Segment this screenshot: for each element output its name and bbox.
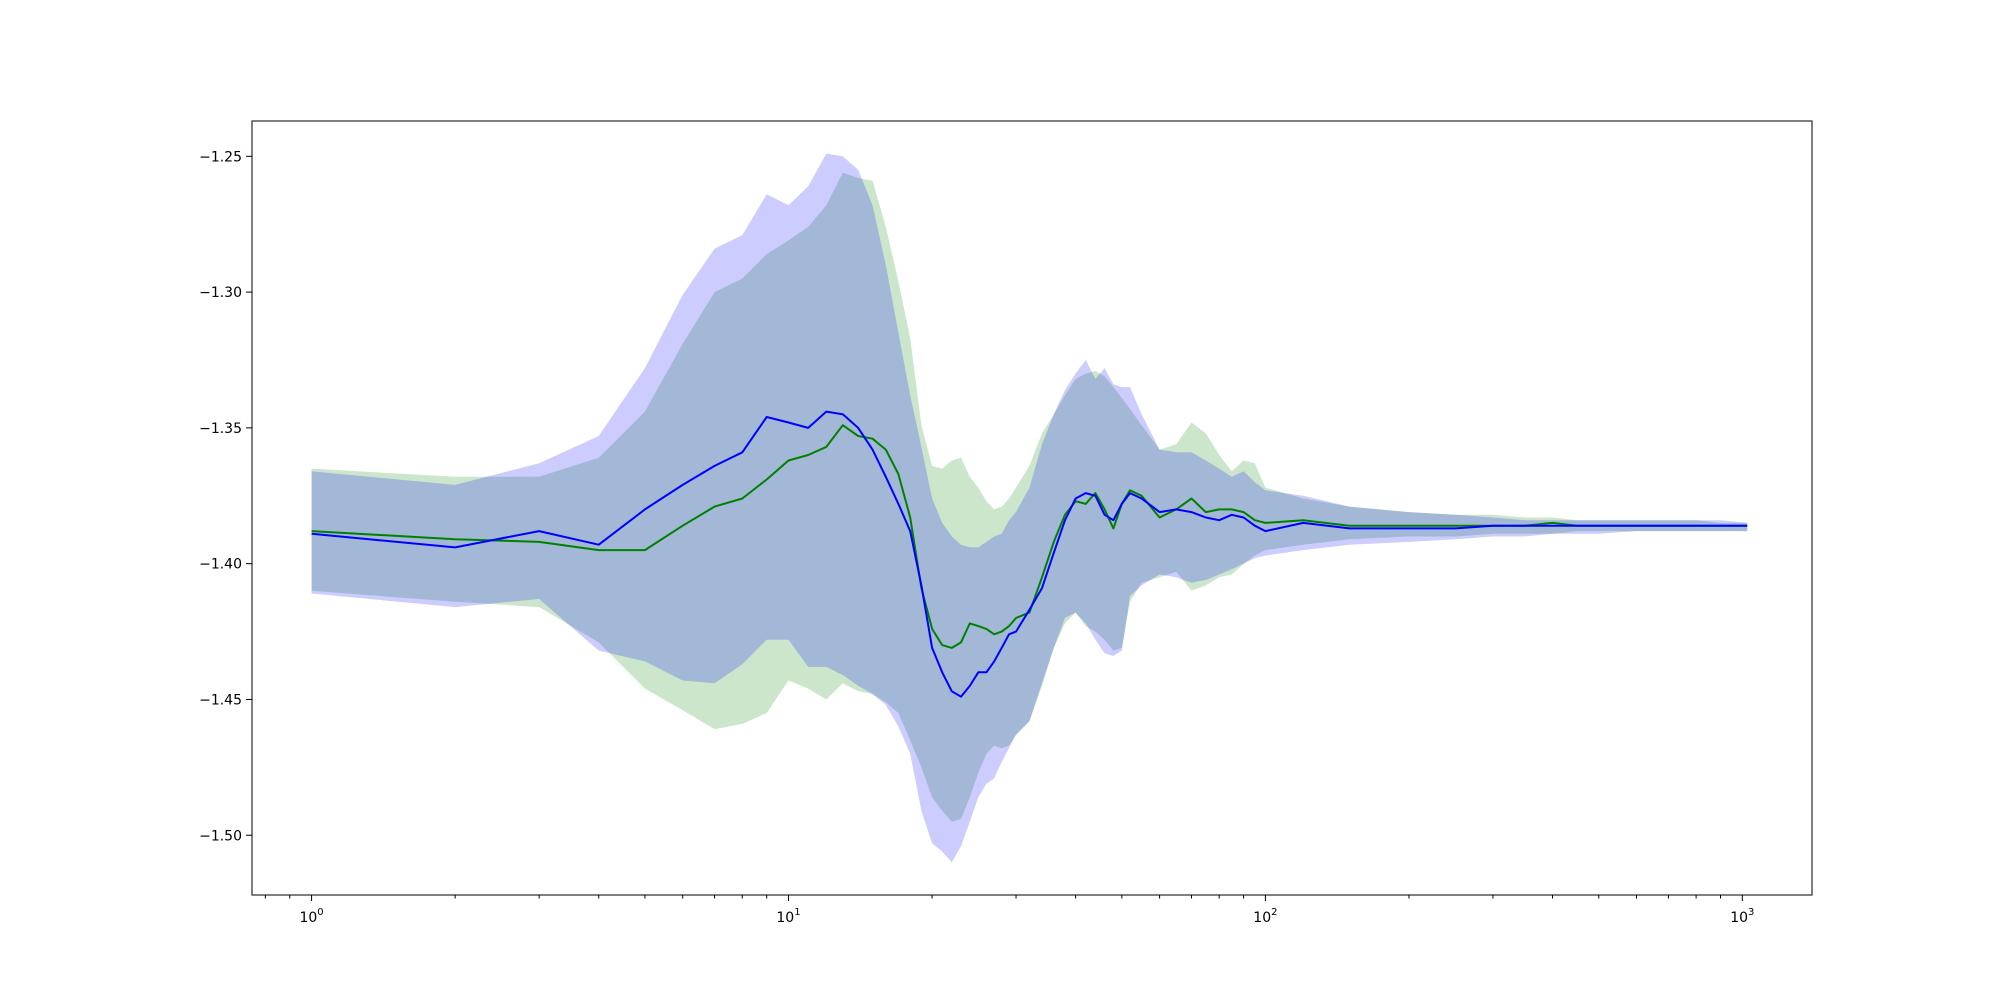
y-tick-label: −1.25 (199, 149, 242, 165)
line-series-2 (311, 410, 1748, 698)
plot-frame (251, 120, 1813, 896)
y-tick-label: −1.40 (199, 557, 242, 573)
y-axis: −1.25 −1.30 −1.35 −1.40 −1.45 −1.50 (199, 149, 252, 844)
y-tick-label: −1.45 (199, 692, 242, 708)
series-lines (311, 410, 1748, 698)
y-tick-label: −1.30 (199, 285, 242, 301)
x-tick-label: 103 (1730, 907, 1754, 926)
confidence-bands (311, 153, 1748, 863)
y-tick-label: −1.50 (199, 828, 242, 844)
x-tick-label: 102 (1253, 907, 1277, 926)
x-tick-label: 101 (776, 907, 800, 926)
line-series-1 (311, 424, 1748, 649)
x-axis: 100 101 102 103 (264, 895, 1754, 926)
y-tick-label: −1.35 (199, 421, 242, 437)
x-tick-label: 100 (299, 907, 323, 926)
band-series-1 (311, 172, 1748, 822)
band-series-2 (311, 153, 1748, 863)
